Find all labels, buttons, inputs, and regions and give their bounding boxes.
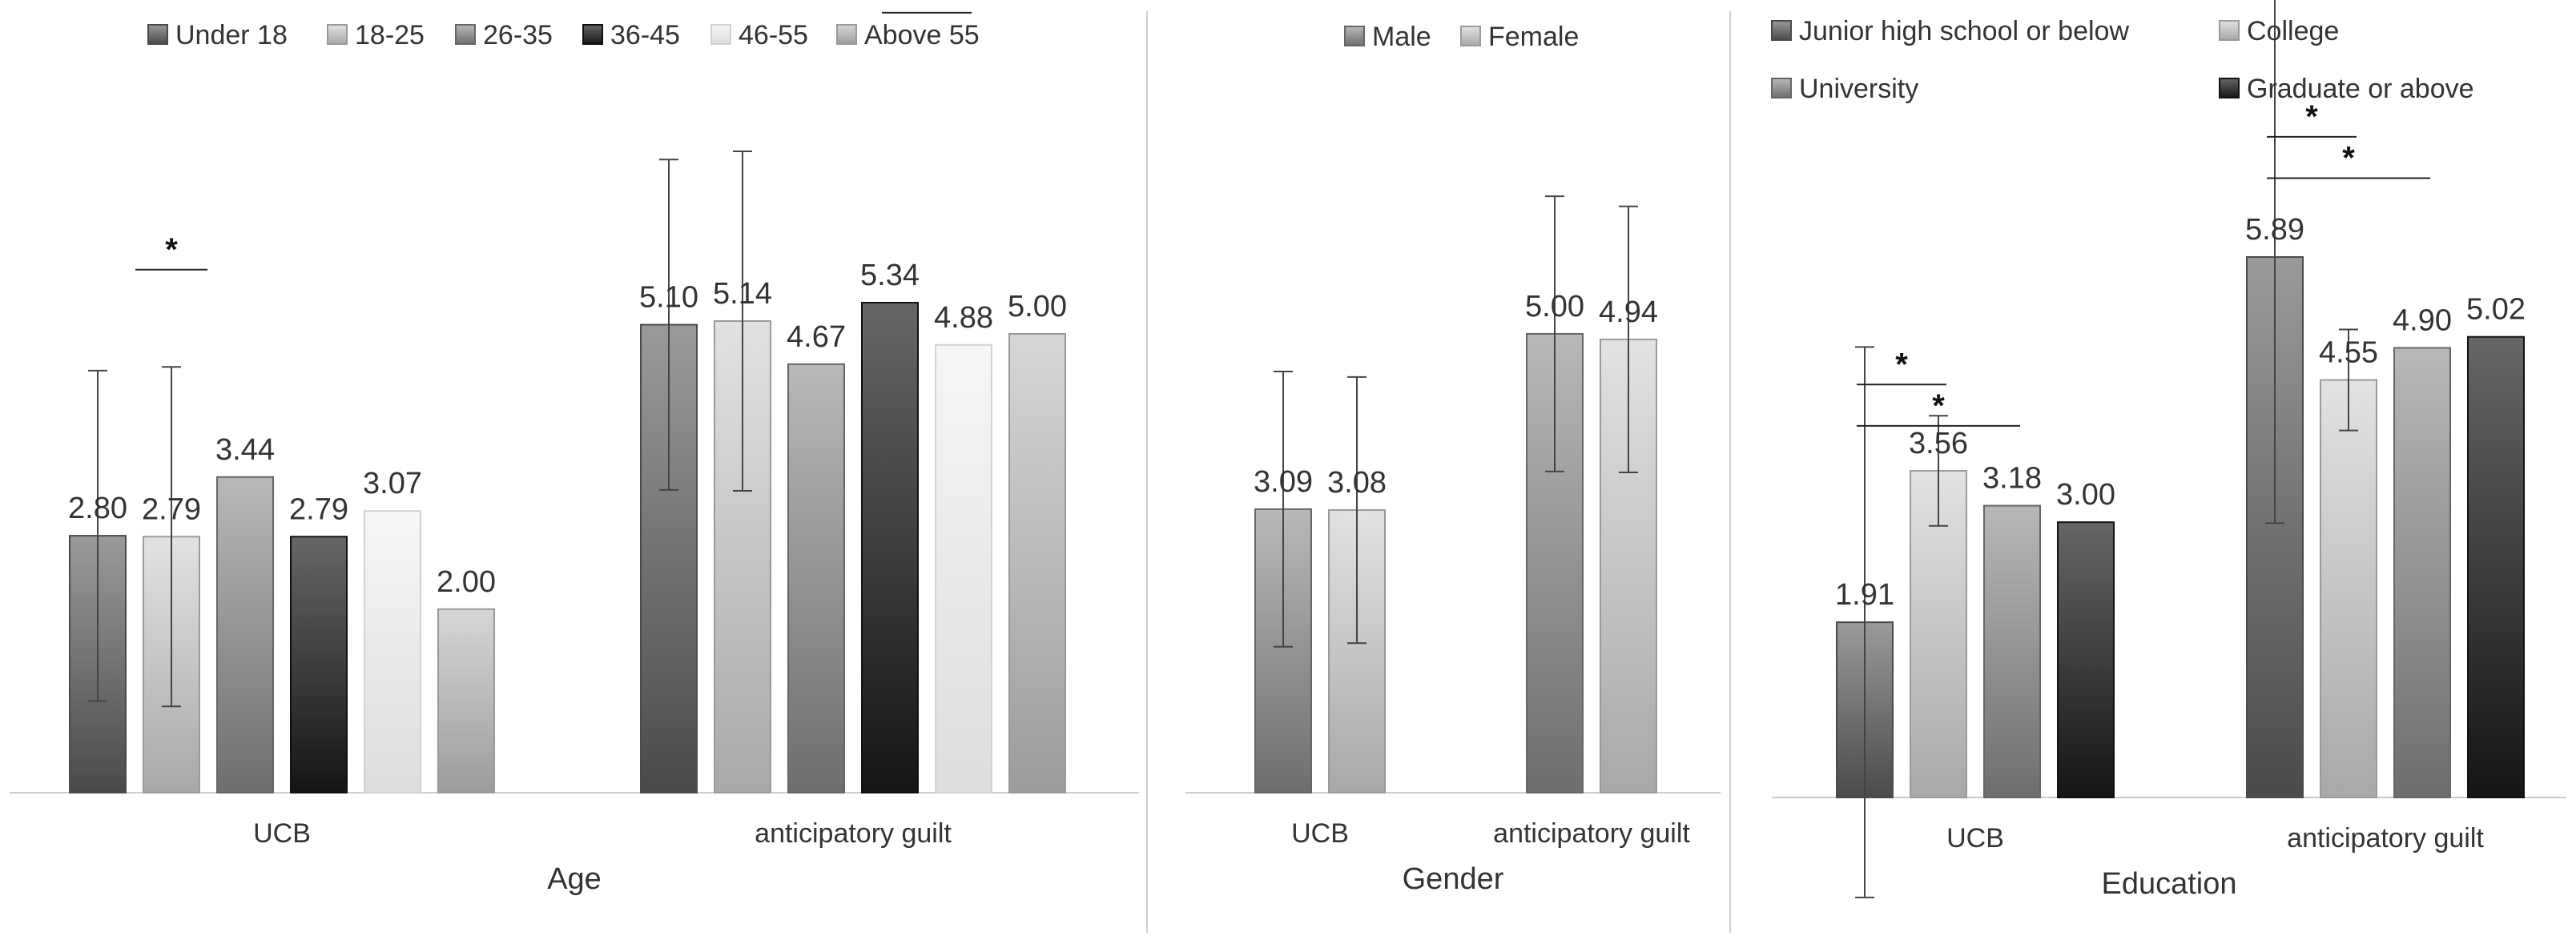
- legend-label: Graduate or above: [2247, 74, 2474, 104]
- data-label: 5.10: [639, 281, 698, 315]
- legend-swatch-male: [1344, 26, 1365, 46]
- legend-label: Under 18: [175, 20, 288, 50]
- data-label: 4.90: [2393, 303, 2452, 337]
- legend-label: University: [1799, 74, 1918, 104]
- legend-label: 46-55: [739, 20, 808, 50]
- data-label: 1.91: [1835, 578, 1894, 612]
- data-label: 3.00: [2056, 478, 2115, 512]
- chart-panel-age: 2.80 2.79 3.44 2.79 3.07 2.00 UCB 5.10 5.14 4.67 5…: [10, 0, 1139, 896]
- legend-label: Above 55: [864, 20, 980, 50]
- legend-swatch-college: [2219, 20, 2240, 41]
- data-label: 5.89: [2245, 213, 2304, 247]
- data-label: 4.88: [934, 301, 993, 335]
- chart-panel-education: 1.91 3.56 3.18 3.00 UCB 5.89 4.55 4.90 5.02 antic…: [1771, 0, 2566, 901]
- legend-label: College: [2247, 16, 2339, 46]
- bar-26-35-ucb: [216, 476, 274, 793]
- legend-label: 36-45: [610, 20, 680, 50]
- legend-swatch-26-35: [455, 24, 476, 45]
- data-label: 5.34: [860, 259, 920, 292]
- legend-swatch-junior-high-school-or-below: [1771, 20, 1792, 41]
- significance-star: *: [1895, 347, 1908, 382]
- category-label: UCB: [1291, 818, 1349, 849]
- legend-swatch-46-55: [710, 24, 731, 45]
- category-label: anticipatory guilt: [2287, 823, 2484, 854]
- data-label: 3.09: [1254, 465, 1313, 499]
- bar-46-55-ucb: [364, 510, 421, 793]
- data-label: 2.00: [437, 565, 496, 599]
- legend-label: Junior high school or below: [1799, 16, 2129, 46]
- bar-graduate-or-above-ucb: [2057, 521, 2115, 798]
- data-label: 5.02: [2466, 293, 2526, 327]
- data-label: 2.79: [289, 492, 348, 526]
- bar-above-55-anticipatory-guilt: [1008, 333, 1066, 793]
- data-label: 3.08: [1327, 466, 1387, 500]
- category-label: anticipatory guilt: [755, 818, 952, 849]
- legend-swatch-above-55: [836, 24, 857, 45]
- data-label: 5.00: [1525, 290, 1584, 323]
- data-label: 5.14: [713, 277, 772, 311]
- bar-above-55-ucb: [437, 608, 495, 793]
- category-label: anticipatory guilt: [1493, 818, 1690, 849]
- bar-26-35-anticipatory-guilt: [787, 363, 845, 793]
- legend-swatch-university: [1771, 78, 1792, 98]
- significance-star: *: [1932, 388, 1945, 424]
- legend-label: 26-35: [483, 20, 553, 50]
- legend-swatch-graduate-or-above: [2219, 78, 2240, 98]
- data-label: 3.07: [363, 467, 422, 500]
- data-label: 3.56: [1909, 427, 1968, 460]
- x-axis-title: Gender: [1403, 862, 1504, 896]
- bar-graduate-or-above-anticipatory-guilt: [2467, 335, 2525, 798]
- category-label: UCB: [1946, 823, 2004, 854]
- legend-swatch-18-25: [327, 24, 348, 45]
- bar-university-ucb: [1983, 504, 2041, 799]
- data-label: 2.79: [142, 492, 201, 526]
- bar-46-55-anticipatory-guilt: [935, 343, 992, 793]
- legend-label: 18-25: [355, 20, 425, 50]
- significance-star: *: [165, 232, 178, 267]
- data-label: 4.55: [2319, 336, 2378, 370]
- data-label: 4.94: [1599, 295, 1658, 329]
- data-label: 2.80: [68, 492, 127, 525]
- significance-star: *: [2305, 99, 2318, 135]
- bar-36-45-anticipatory-guilt: [861, 302, 919, 793]
- category-label: UCB: [253, 818, 311, 849]
- bar-college-anticipatory-guilt: [2320, 379, 2377, 798]
- data-label: 4.67: [787, 320, 846, 354]
- legend-swatch-female: [1460, 26, 1481, 46]
- bar-36-45-ucb: [290, 536, 348, 793]
- significance-star: *: [920, 0, 933, 10]
- data-label: 3.44: [215, 433, 275, 467]
- chart-panel-gender: 3.09 3.08 UCB 5.00 4.94 anticipatory guilt Gen…: [1185, 22, 1721, 896]
- x-axis-title: Age: [547, 862, 602, 896]
- data-label: 3.18: [1982, 462, 2042, 496]
- legend-swatch-36-45: [582, 24, 603, 45]
- significance-star: *: [2342, 140, 2355, 175]
- legend-label: Male: [1372, 22, 1431, 52]
- legend-swatch-under-18: [147, 24, 168, 45]
- bar-university-anticipatory-guilt: [2393, 347, 2451, 798]
- legend-label: Female: [1488, 22, 1579, 52]
- x-axis-title: Education: [2101, 867, 2236, 901]
- data-label: 5.00: [1008, 290, 1067, 323]
